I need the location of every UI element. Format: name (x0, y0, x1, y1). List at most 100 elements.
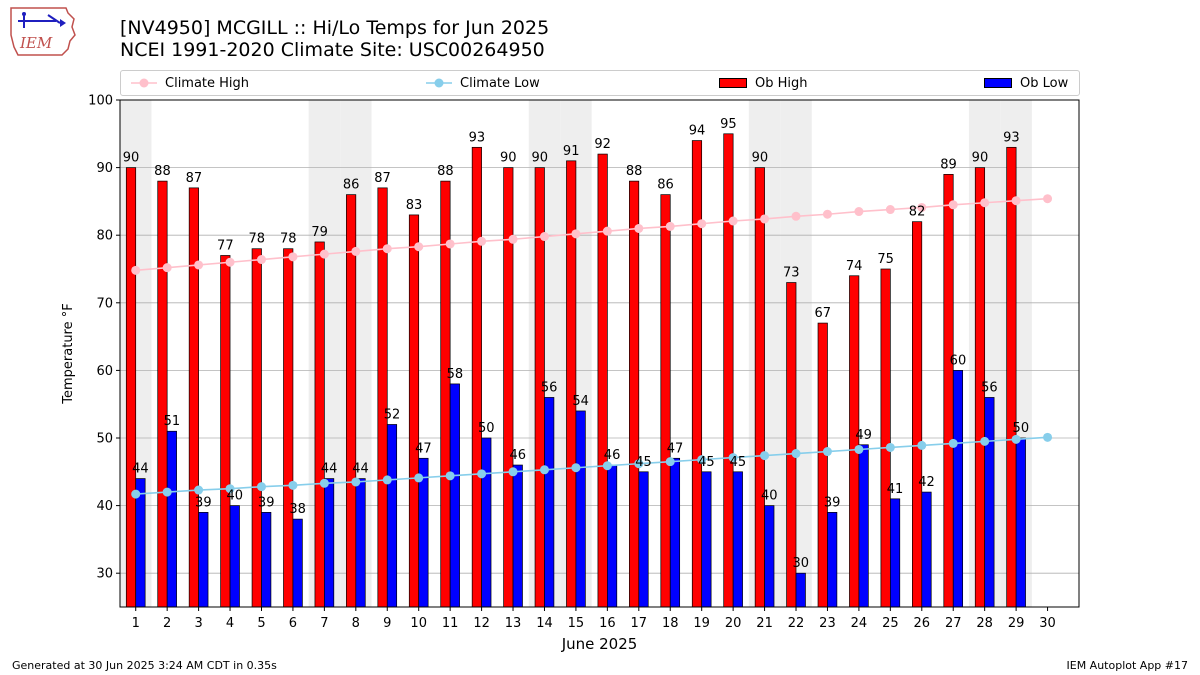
ob-low-bar-day-15 (575, 410, 586, 608)
climate-high-point-day-22 (791, 211, 801, 221)
footer-generated: Generated at 30 Jun 2025 3:24 AM CDT in … (12, 659, 277, 672)
x-tick-label-23: 23 (819, 616, 836, 631)
climate-high-point-day-14 (539, 232, 549, 242)
ob-low-label-day-10: 47 (415, 441, 432, 456)
ob-high-bar-day-2 (157, 180, 168, 608)
legend-item-ob-low: Ob Low (984, 71, 1068, 95)
climate-high-point-day-10 (414, 242, 424, 252)
ob-low-bar-day-28 (984, 397, 995, 608)
ob-high-label-day-5: 78 (249, 232, 266, 247)
x-tick-label-28: 28 (976, 616, 993, 631)
climate-low-point-day-24 (854, 444, 864, 454)
climate-high-point-day-25 (885, 205, 895, 215)
ob-high-bar-day-25 (880, 268, 891, 608)
x-tick-label-9: 9 (383, 616, 391, 631)
ob-high-bar-day-18 (660, 194, 671, 608)
ob-high-bar-day-4 (220, 255, 231, 608)
ob-high-bar-day-5 (251, 248, 262, 608)
x-tick-label-19: 19 (693, 616, 710, 631)
ob-low-label-day-5: 39 (258, 495, 275, 510)
y-tick-label-80: 80 (96, 229, 113, 244)
ob-low-label-day-12: 50 (478, 421, 495, 436)
x-tick-label-22: 22 (788, 616, 805, 631)
ob-low-bar-day-11 (449, 383, 460, 608)
ob-low-label-day-23: 39 (824, 495, 841, 510)
ob-low-label-day-11: 58 (447, 367, 464, 382)
climate-low-point-day-19 (697, 455, 707, 465)
ob-high-label-day-13: 90 (500, 151, 517, 166)
ob-high-label-day-9: 87 (374, 171, 391, 186)
climate-high-point-day-3 (194, 260, 204, 270)
climate-high-point-day-12 (477, 236, 487, 246)
climate-high-point-day-27 (948, 200, 958, 210)
x-tick-label-5: 5 (257, 616, 265, 631)
ob-high-label-day-23: 67 (814, 306, 831, 321)
climate-low-line (135, 436, 1048, 495)
ob-low-label-day-26: 42 (918, 475, 935, 490)
x-tick-label-7: 7 (320, 616, 328, 631)
iem-logo: IEM (10, 7, 76, 56)
ob-high-bar-day-19 (691, 140, 703, 608)
climate-low-point-day-9 (382, 475, 392, 485)
x-tick-label-21: 21 (756, 616, 773, 631)
ob-low-bar-day-25 (889, 498, 901, 608)
climate-high-point-day-21 (760, 214, 770, 224)
ob-high-bar-day-26 (912, 221, 923, 608)
ob-high-label-day-24: 74 (846, 259, 863, 274)
ob-low-label-day-1: 44 (132, 462, 149, 477)
ob-high-bar-day-7 (314, 241, 325, 608)
legend-label-climate-high: Climate High (165, 75, 250, 91)
ob-low-label-day-4: 40 (226, 489, 243, 504)
ob-low-label-day-14: 56 (541, 380, 558, 395)
climate-low-point-day-7 (319, 478, 329, 488)
climate-high-point-day-11 (445, 239, 455, 249)
legend: Climate High Climate Low Ob High Ob Low (120, 70, 1080, 96)
ob-high-label-day-29: 93 (1003, 130, 1020, 145)
ob-low-bar-day-17 (638, 471, 649, 608)
climate-high-point-day-2 (162, 263, 172, 273)
climate-low-point-day-27 (948, 438, 958, 448)
climate-high-point-day-4 (225, 257, 235, 267)
x-tick-label-4: 4 (226, 616, 234, 631)
ob-high-label-day-20: 95 (720, 117, 737, 132)
ob-low-bar-day-7 (324, 478, 335, 608)
climate-high-point-day-5 (256, 255, 266, 265)
chart-title: [NV4950] MCGILL :: Hi/Lo Temps for Jun 2… (120, 17, 550, 39)
ob-low-bar-day-24 (858, 444, 869, 608)
climate-high-point-day-13 (508, 234, 518, 244)
climate-high-point-day-6 (288, 252, 298, 262)
climate-high-line-icon (131, 78, 157, 88)
ob-high-label-day-19: 94 (689, 124, 706, 139)
ob-low-label-day-17: 45 (635, 455, 652, 470)
climate-high-point-day-24 (854, 207, 864, 217)
climate-low-point-day-17 (634, 459, 644, 469)
ob-high-bar-day-1 (125, 167, 137, 608)
climate-low-point-day-2 (162, 487, 172, 497)
climate-low-point-day-28 (980, 436, 990, 446)
x-tick-label-3: 3 (194, 616, 202, 631)
ob-low-label-day-3: 39 (195, 495, 212, 510)
ob-low-bar-day-6 (292, 518, 303, 608)
ob-high-bar-day-27 (943, 174, 954, 608)
ob-low-bar-day-22 (795, 572, 806, 608)
ob-high-label-day-27: 89 (940, 157, 957, 172)
climate-high-point-day-16 (602, 226, 612, 236)
climate-high-line (135, 197, 1048, 272)
climate-low-point-day-14 (539, 465, 549, 475)
climate-high-point-day-23 (822, 209, 832, 219)
ob-high-bar-icon (719, 78, 747, 88)
ob-low-bar-day-5 (261, 512, 272, 608)
ob-low-label-day-6: 38 (289, 502, 306, 517)
climate-low-point-day-30 (1043, 432, 1053, 442)
ob-high-label-day-11: 88 (437, 164, 454, 179)
ob-low-bar-day-18 (669, 457, 681, 608)
ob-low-label-day-19: 45 (698, 455, 715, 470)
ob-low-label-day-21: 40 (761, 489, 778, 504)
climate-high-point-day-1 (131, 265, 141, 275)
ob-low-bar-day-2 (166, 430, 177, 608)
ob-low-label-day-22: 30 (792, 556, 809, 571)
ob-low-bar-icon (984, 78, 1012, 88)
y-tick-label-30: 30 (96, 567, 113, 582)
climate-low-point-day-4 (225, 484, 235, 494)
